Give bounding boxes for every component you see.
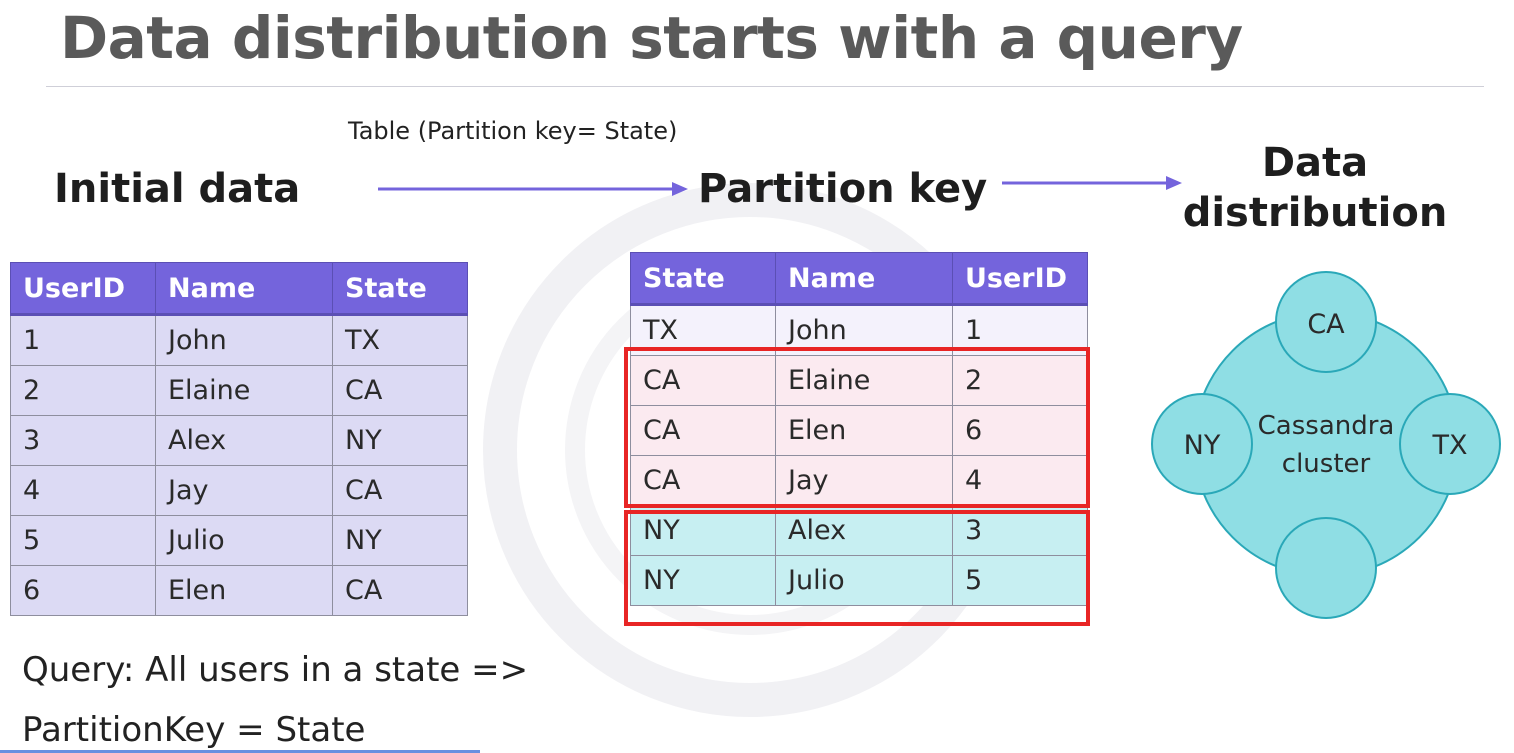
table-row: 4 Jay CA bbox=[10, 465, 468, 516]
video-progress-bar bbox=[0, 750, 480, 753]
data-distribution-line2: distribution bbox=[1182, 190, 1448, 236]
column-header: Name bbox=[155, 262, 333, 316]
cluster-node-ca: CA bbox=[1275, 271, 1377, 373]
table-cell: Jay bbox=[155, 465, 333, 516]
data-distribution-line1: Data bbox=[1261, 140, 1369, 186]
table-cell: 3 bbox=[10, 415, 156, 466]
table-cell: 6 bbox=[952, 405, 1088, 456]
column-header: UserID bbox=[10, 262, 156, 316]
initial-data-table: UserID Name State 1 John TX 2 Elaine CA 3 Ale… bbox=[10, 262, 468, 616]
partition-key-text: PartitionKey = State bbox=[22, 710, 366, 750]
table-cell: TX bbox=[332, 314, 468, 366]
table-cell: 5 bbox=[10, 515, 156, 566]
table-cell: 6 bbox=[10, 565, 156, 616]
cluster-label-line2: cluster bbox=[1282, 449, 1371, 479]
column-header: State bbox=[332, 262, 468, 316]
column-header: Name bbox=[775, 252, 953, 306]
table-cell: 2 bbox=[10, 365, 156, 416]
data-distribution-label: Data distribution bbox=[1180, 138, 1450, 238]
column-header: State bbox=[630, 252, 776, 306]
query-text: Query: All users in a state => bbox=[22, 650, 529, 690]
cluster-node-empty bbox=[1275, 517, 1377, 619]
initial-data-label: Initial data bbox=[54, 166, 301, 212]
table-cell: CA bbox=[630, 405, 776, 456]
slide-title: Data distribution starts with a query bbox=[60, 4, 1243, 72]
table-cell: 2 bbox=[952, 355, 1088, 406]
table-row: 6 Elen CA bbox=[10, 565, 468, 616]
table-cell: NY bbox=[332, 515, 468, 566]
table-cell: CA bbox=[332, 365, 468, 416]
table-row: NY Julio 5 bbox=[630, 555, 1088, 606]
node-label: TX bbox=[1432, 430, 1468, 461]
column-header: UserID bbox=[952, 252, 1088, 306]
table-caption: Table (Partition key= State) bbox=[348, 117, 678, 145]
title-divider bbox=[46, 86, 1484, 87]
table-cell: CA bbox=[332, 565, 468, 616]
table-row: 2 Elaine CA bbox=[10, 365, 468, 416]
table-cell: CA bbox=[630, 455, 776, 506]
table-cell: CA bbox=[332, 465, 468, 516]
ca-partition-highlight bbox=[624, 347, 1090, 508]
cassandra-cluster-diagram: CA NY TX Cassandra cluster bbox=[1151, 271, 1501, 619]
table-row: CA Elaine 2 bbox=[630, 355, 1088, 406]
cluster-node-ny: NY bbox=[1151, 393, 1253, 495]
table-cell: Elaine bbox=[155, 365, 333, 416]
partition-key-label: Partition key bbox=[698, 166, 988, 212]
node-label: NY bbox=[1184, 430, 1221, 461]
table-cell: Julio bbox=[775, 555, 953, 606]
table-row: 5 Julio NY bbox=[10, 515, 468, 566]
table-row: 3 Alex NY bbox=[10, 415, 468, 466]
table-row: 1 John TX bbox=[10, 314, 468, 366]
table-header-row: UserID Name State bbox=[10, 262, 468, 316]
table-row: CA Elen 6 bbox=[630, 405, 1088, 456]
table-cell: 4 bbox=[952, 455, 1088, 506]
table-cell: NY bbox=[630, 555, 776, 606]
table-cell: Elen bbox=[775, 405, 953, 456]
table-cell: Elen bbox=[155, 565, 333, 616]
table-cell: 5 bbox=[952, 555, 1088, 606]
cluster-label-line1: Cassandra bbox=[1258, 411, 1395, 441]
table-header-row: State Name UserID bbox=[630, 252, 1088, 306]
ny-partition-highlight bbox=[624, 510, 1090, 626]
table-cell: Elaine bbox=[775, 355, 953, 406]
table-cell: NY bbox=[332, 415, 468, 466]
table-cell: Julio bbox=[155, 515, 333, 566]
table-cell: CA bbox=[630, 355, 776, 406]
table-cell: John bbox=[155, 314, 333, 366]
table-cell: 1 bbox=[10, 314, 156, 366]
table-cell: 4 bbox=[10, 465, 156, 516]
partition-key-table: State Name UserID TX John 1 CA Elaine 2 CA El… bbox=[630, 252, 1088, 606]
table-cell: Alex bbox=[155, 415, 333, 466]
node-label: CA bbox=[1307, 309, 1345, 340]
cluster-node-tx: TX bbox=[1399, 393, 1501, 495]
